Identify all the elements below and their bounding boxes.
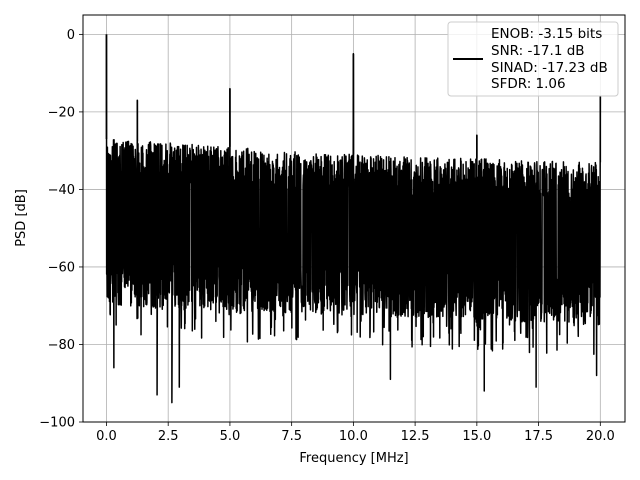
x-tick-label: 12.5 bbox=[401, 429, 430, 444]
x-tick-label: 0.0 bbox=[96, 429, 117, 444]
psd-trace bbox=[105, 34, 602, 404]
legend: ENOB: -3.15 bits SNR: -17.1 dB SINAD: -1… bbox=[447, 21, 619, 97]
y-tick-label: −80 bbox=[48, 338, 75, 353]
legend-box bbox=[447, 21, 619, 97]
x-axis-label: Frequency [MHz] bbox=[299, 451, 408, 466]
y-axis-label: PSD [dB] bbox=[14, 189, 29, 247]
x-tick-label: 7.5 bbox=[281, 429, 302, 444]
y-tick-label: −60 bbox=[48, 260, 75, 275]
y-tick-label: −40 bbox=[48, 183, 75, 198]
x-tick-label: 10.0 bbox=[339, 429, 368, 444]
x-tick-label: 20.0 bbox=[586, 429, 615, 444]
y-tick-label: 0 bbox=[67, 28, 75, 43]
legend-entry-sfdr: SFDR: 1.06 bbox=[491, 76, 566, 92]
x-axis: 0.0 2.5 5.0 7.5 10.0 12.5 15.0 17.5 20.0 bbox=[96, 422, 615, 444]
x-tick-label: 5.0 bbox=[220, 429, 241, 444]
psd-series bbox=[105, 34, 602, 404]
y-tick-label: −100 bbox=[39, 416, 75, 431]
y-tick-label: −20 bbox=[48, 105, 75, 120]
y-axis: 0 −20 −40 −60 −80 −100 bbox=[39, 28, 83, 431]
x-tick-label: 15.0 bbox=[462, 429, 491, 444]
x-tick-label: 17.5 bbox=[524, 429, 553, 444]
plot-frame bbox=[82, 14, 626, 423]
legend-entry-sinad: SINAD: -17.23 dB bbox=[491, 60, 608, 76]
legend-entry-snr: SNR: -17.1 dB bbox=[491, 43, 585, 59]
x-tick-label: 2.5 bbox=[158, 429, 179, 444]
legend-entry-enob: ENOB: -3.15 bits bbox=[491, 26, 602, 42]
